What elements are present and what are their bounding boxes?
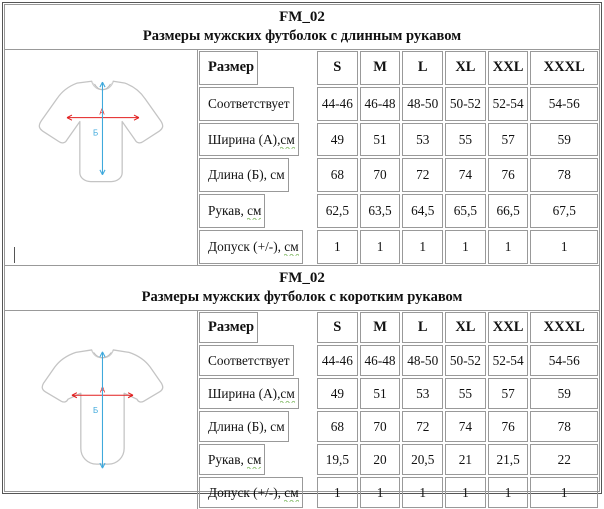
svg-text:Б: Б <box>93 406 98 415</box>
svg-text:Б: Б <box>93 128 98 137</box>
